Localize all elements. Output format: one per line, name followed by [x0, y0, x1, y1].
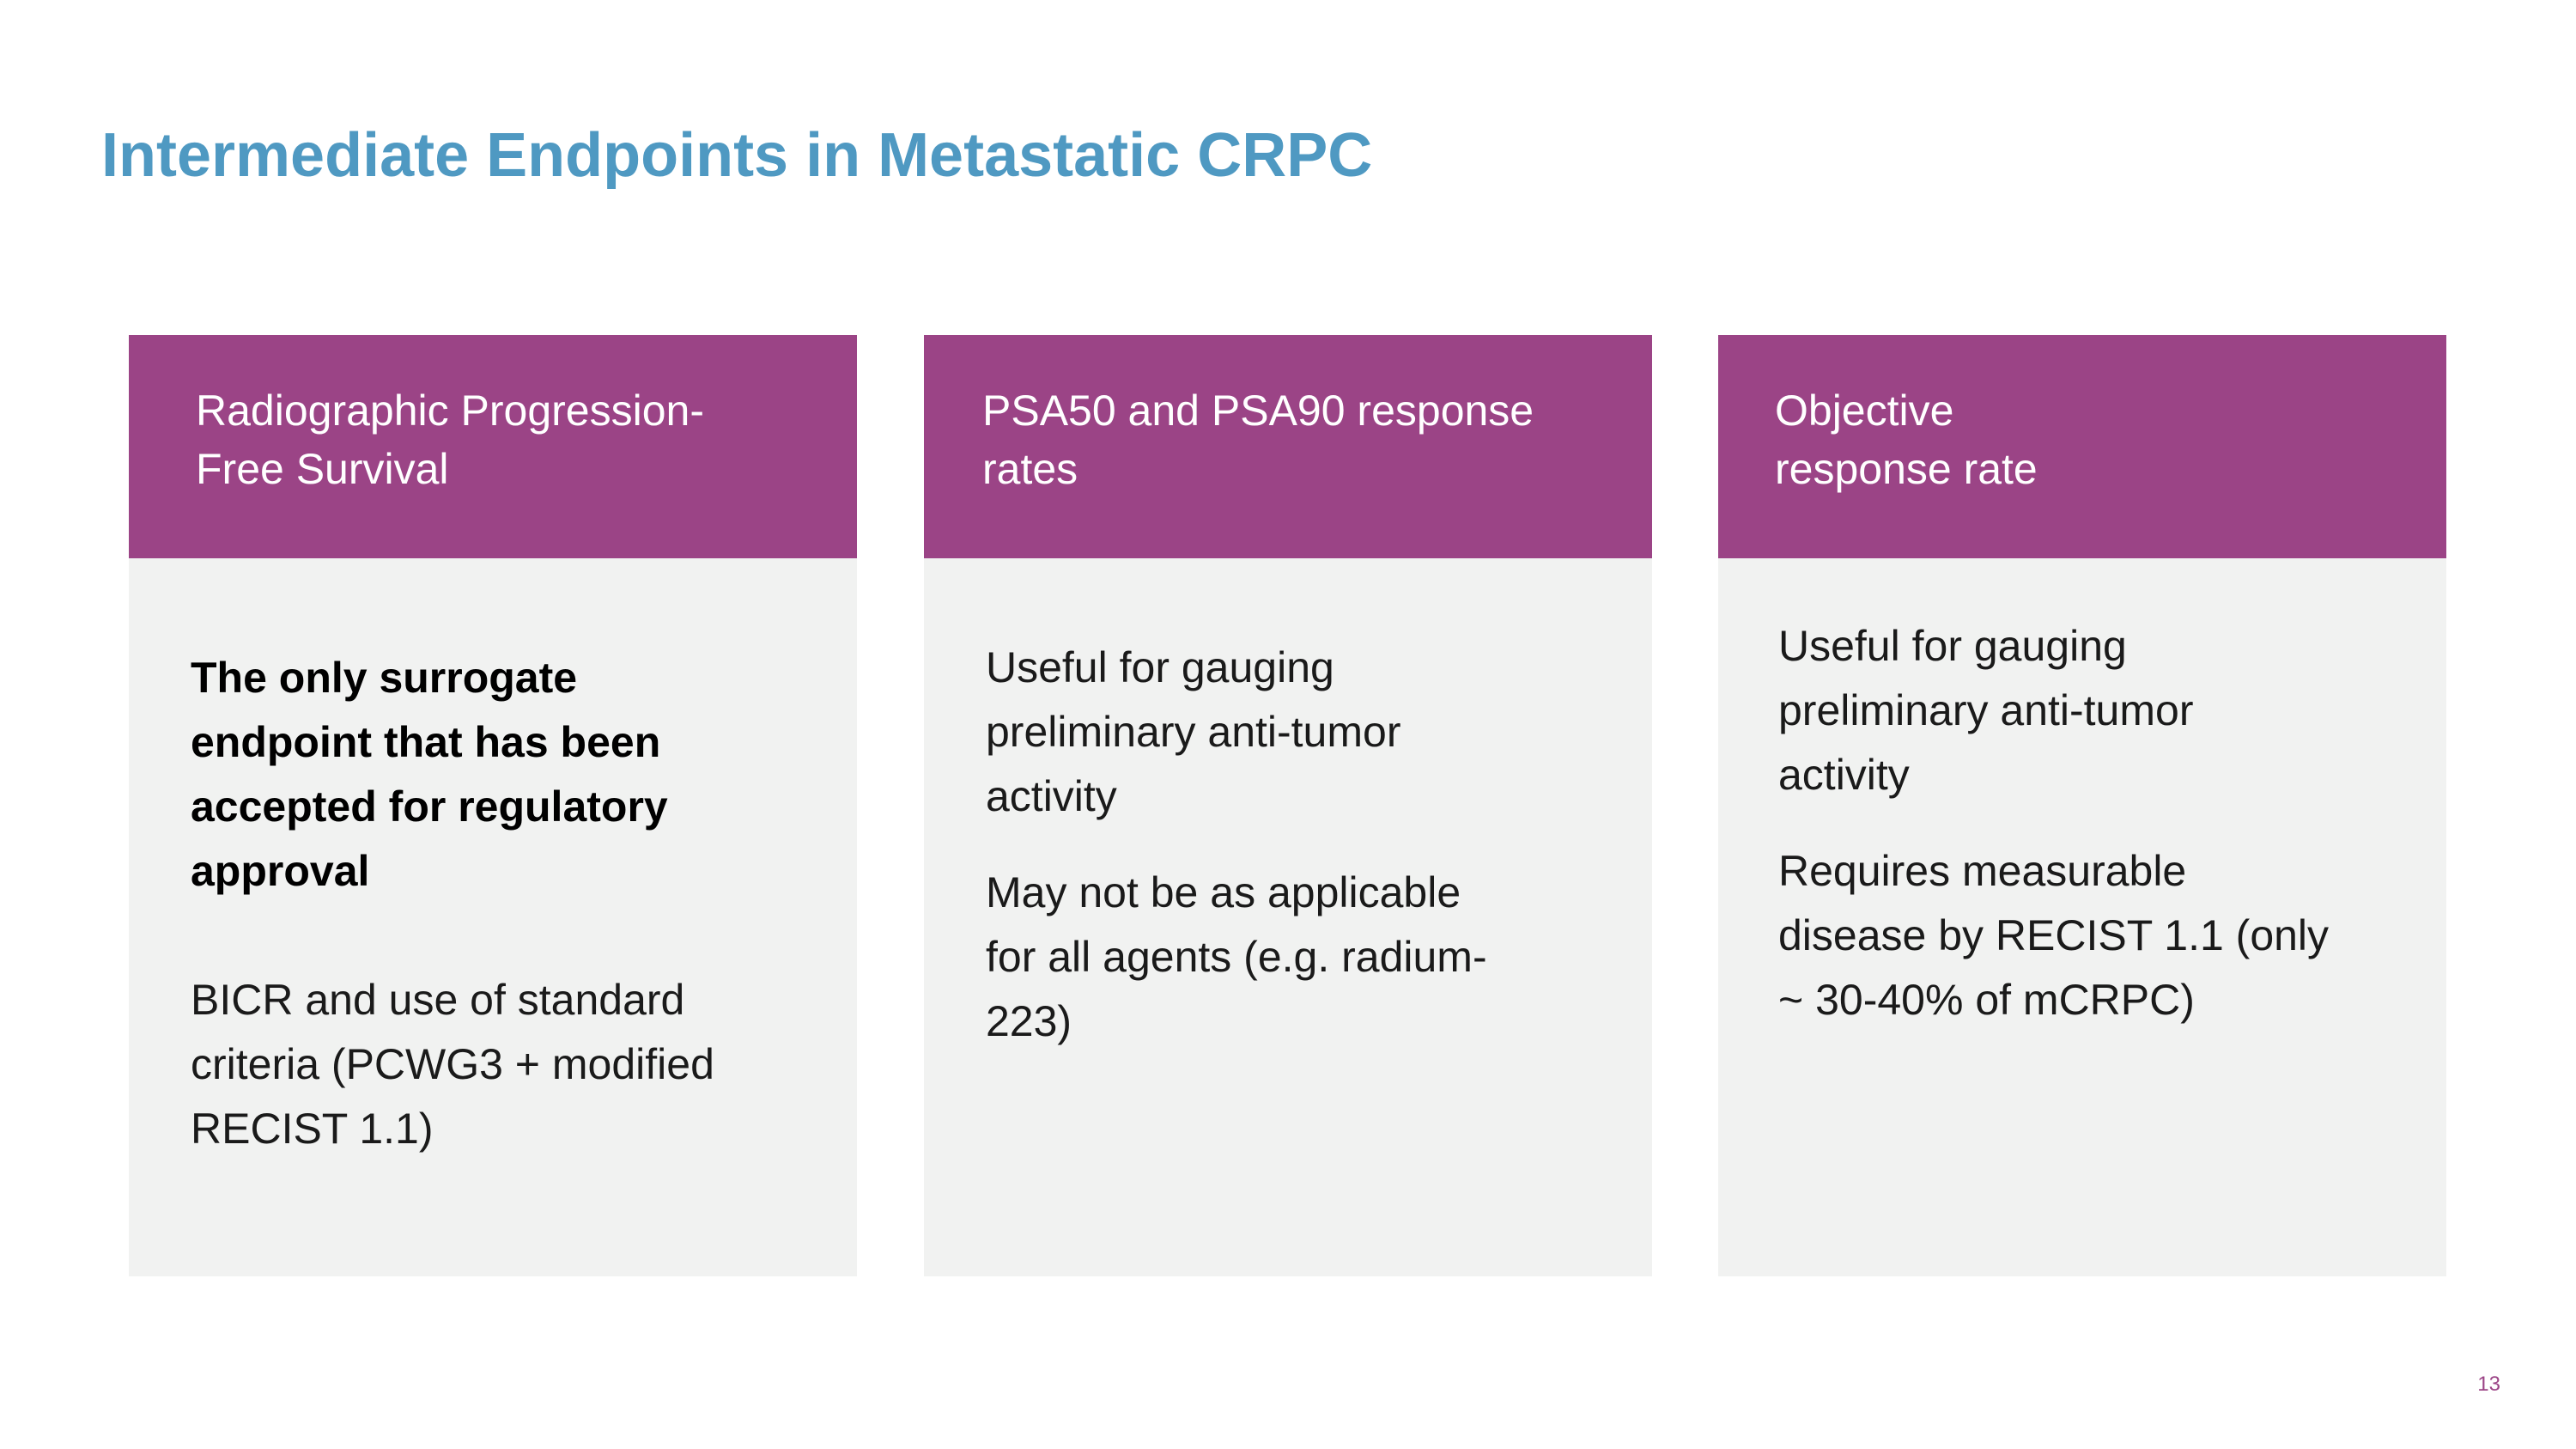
card-body: Useful for gauging preliminary anti-tumo… [986, 636, 1604, 1054]
card-header: Radiographic Progression- Free Survival [129, 335, 857, 558]
page-number: 13 [2477, 1373, 2500, 1396]
card-header-title: Objective response rate [1775, 387, 2038, 493]
card-header-title: PSA50 and PSA90 response rates [982, 387, 1534, 493]
card-body: The only surrogate endpoint that has bee… [191, 646, 809, 1161]
card-header: PSA50 and PSA90 response rates [924, 335, 1652, 558]
slide-title: Intermediate Endpoints in Metastatic CRP… [101, 121, 1373, 190]
card-rpfs: Radiographic Progression- Free Survival … [129, 335, 857, 1276]
card-header: Objective response rate [1718, 335, 2446, 558]
card-paragraph: May not be as applicable for all agents … [986, 868, 1487, 1045]
card-paragraph: Useful for gauging preliminary anti-tumo… [986, 643, 1401, 820]
card-header-title: Radiographic Progression- Free Survival [196, 387, 704, 493]
card-paragraph: Useful for gauging preliminary anti-tumo… [1778, 622, 2194, 799]
card-paragraph: BICR and use of standard criteria (PCWG3… [191, 976, 714, 1153]
card-body: Useful for gauging preliminary anti-tumo… [1778, 614, 2397, 1032]
card-psa-response: PSA50 and PSA90 response rates Useful fo… [924, 335, 1652, 1276]
card-bold-statement: The only surrogate endpoint that has bee… [191, 654, 668, 895]
card-objective-response: Objective response rate Useful for gaugi… [1718, 335, 2446, 1276]
card-paragraph: Requires measurable disease by RECIST 1.… [1778, 847, 2330, 1024]
